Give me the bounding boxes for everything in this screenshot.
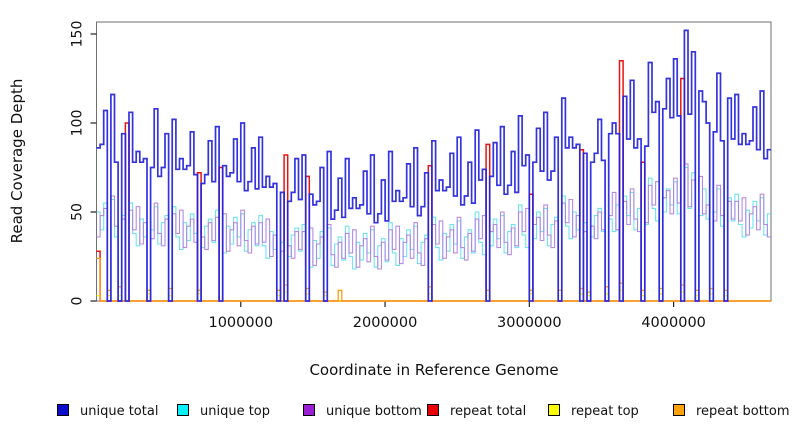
y-tick-label: 100 [70,110,86,137]
x-tick-label: 4000000 [641,315,706,331]
series-path-unique-total [96,29,771,302]
x-tick-label: 1000000 [208,315,273,331]
y-tick-label: 50 [70,203,86,221]
x-axis-title: Coordinate in Reference Genome [309,361,559,379]
x-tick-label: 2000000 [353,315,418,331]
y-tick-label: 0 [70,297,86,306]
y-axis-title: Read Coverage Depth [8,78,26,244]
x-tick-label: 3000000 [497,315,562,331]
y-tick-label: 150 [70,21,86,48]
